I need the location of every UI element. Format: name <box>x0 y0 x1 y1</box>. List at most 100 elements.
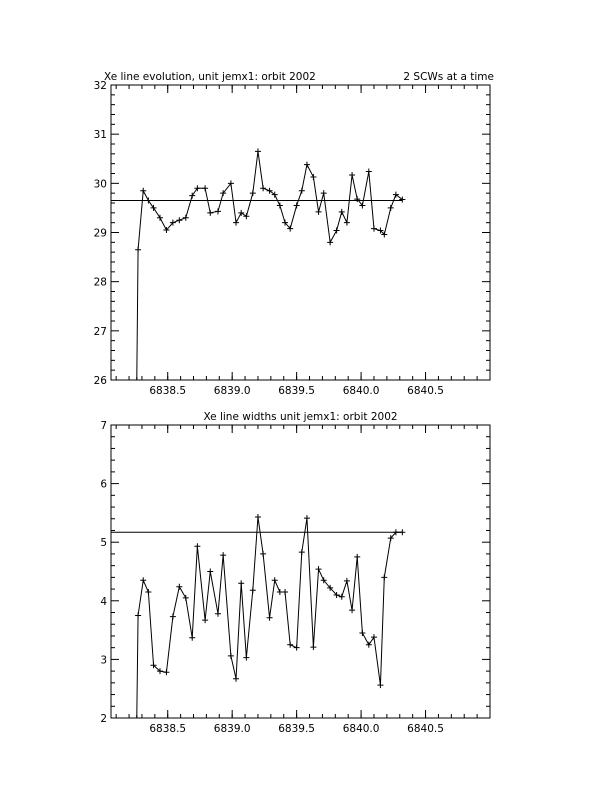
data-point <box>315 208 322 215</box>
data-point <box>249 190 256 197</box>
data-point <box>233 219 240 226</box>
plot-frame <box>110 84 491 381</box>
data-point <box>327 584 334 591</box>
data-point <box>365 168 372 175</box>
y-tick-label: 6 <box>100 479 107 491</box>
data-point <box>310 173 317 180</box>
y-tick-label: 7 <box>100 420 107 432</box>
plot-area <box>111 514 406 718</box>
data-point <box>140 187 147 194</box>
x-tick-label: 6839.0 <box>214 385 251 397</box>
data-point <box>359 202 366 209</box>
data-point <box>349 607 356 614</box>
data-point <box>207 568 214 575</box>
data-point <box>260 550 267 557</box>
data-point <box>249 587 256 594</box>
data-point <box>133 715 140 718</box>
data-point <box>315 566 322 573</box>
plot-area <box>111 148 406 380</box>
plot: Xe line evolution, unit jemx1: orbit 200… <box>94 71 494 397</box>
data-point <box>343 219 350 226</box>
data-point <box>303 515 310 522</box>
data-point <box>243 654 250 661</box>
data-point <box>381 574 388 581</box>
data-point <box>254 148 261 155</box>
data-point <box>163 227 170 234</box>
y-tick-label: 28 <box>94 277 107 289</box>
data-point <box>145 197 152 204</box>
chart-subtitle: 2 SCWs at a time <box>403 71 494 83</box>
data-point <box>354 553 361 560</box>
y-tick-label: 4 <box>100 596 107 608</box>
data-point <box>303 161 310 168</box>
data-point <box>320 190 327 197</box>
data-point <box>182 594 189 601</box>
y-tick-label: 32 <box>94 80 107 92</box>
data-point <box>271 577 278 584</box>
x-tick-label: 6838.5 <box>149 723 186 735</box>
x-tick-label: 6838.5 <box>149 385 186 397</box>
data-point <box>287 225 294 232</box>
data-point <box>227 180 234 187</box>
data-point <box>233 675 240 682</box>
x-tick-label: 6840.5 <box>407 385 444 397</box>
y-tick-label: 2 <box>100 713 107 725</box>
data-point <box>202 185 209 192</box>
data-point <box>343 577 350 584</box>
data-point <box>169 613 176 620</box>
data-point <box>282 219 289 226</box>
data-point <box>150 662 157 669</box>
data-point <box>135 246 142 253</box>
data-point <box>194 543 201 550</box>
data-point <box>140 577 147 584</box>
data-point <box>254 514 261 521</box>
data-point <box>377 682 384 689</box>
y-tick-label: 5 <box>100 537 107 549</box>
data-point <box>182 214 189 221</box>
data-point <box>338 208 345 215</box>
y-tick-label: 27 <box>94 326 107 338</box>
x-tick-label: 6840.5 <box>407 723 444 735</box>
x-tick-label: 6839.5 <box>278 385 315 397</box>
data-point <box>133 377 140 380</box>
chart-title: Xe line widths unit jemx1: orbit 2002 <box>203 411 397 423</box>
data-point <box>266 187 273 194</box>
data-point <box>145 589 152 596</box>
data-point <box>135 612 142 619</box>
data-point <box>298 549 305 556</box>
data-point <box>333 227 340 234</box>
data-point <box>392 191 399 198</box>
data-point <box>207 209 214 216</box>
data-point <box>276 589 283 596</box>
data-point <box>156 214 163 221</box>
data-point <box>381 231 388 238</box>
data-point <box>220 552 227 559</box>
data-point <box>176 583 183 590</box>
data-line <box>136 516 403 718</box>
data-point <box>163 669 170 676</box>
data-point <box>282 589 289 596</box>
data-point <box>387 535 394 542</box>
data-point <box>338 593 345 600</box>
data-point <box>349 171 356 178</box>
data-point <box>227 652 234 659</box>
x-tick-label: 6839.5 <box>278 723 315 735</box>
y-tick-label: 26 <box>94 375 108 387</box>
data-point <box>377 227 384 234</box>
data-point <box>392 529 399 536</box>
data-point <box>399 529 406 536</box>
data-point <box>238 580 245 587</box>
data-point <box>150 204 157 211</box>
x-tick-label: 6839.0 <box>214 723 251 735</box>
data-point <box>370 225 377 232</box>
data-point <box>320 577 327 584</box>
data-point <box>370 634 377 641</box>
data-point <box>214 208 221 215</box>
data-point <box>243 213 250 220</box>
data-point <box>359 630 366 637</box>
data-point <box>266 614 273 621</box>
data-point <box>214 610 221 617</box>
data-point <box>333 591 340 598</box>
y-tick-label: 3 <box>100 654 107 666</box>
